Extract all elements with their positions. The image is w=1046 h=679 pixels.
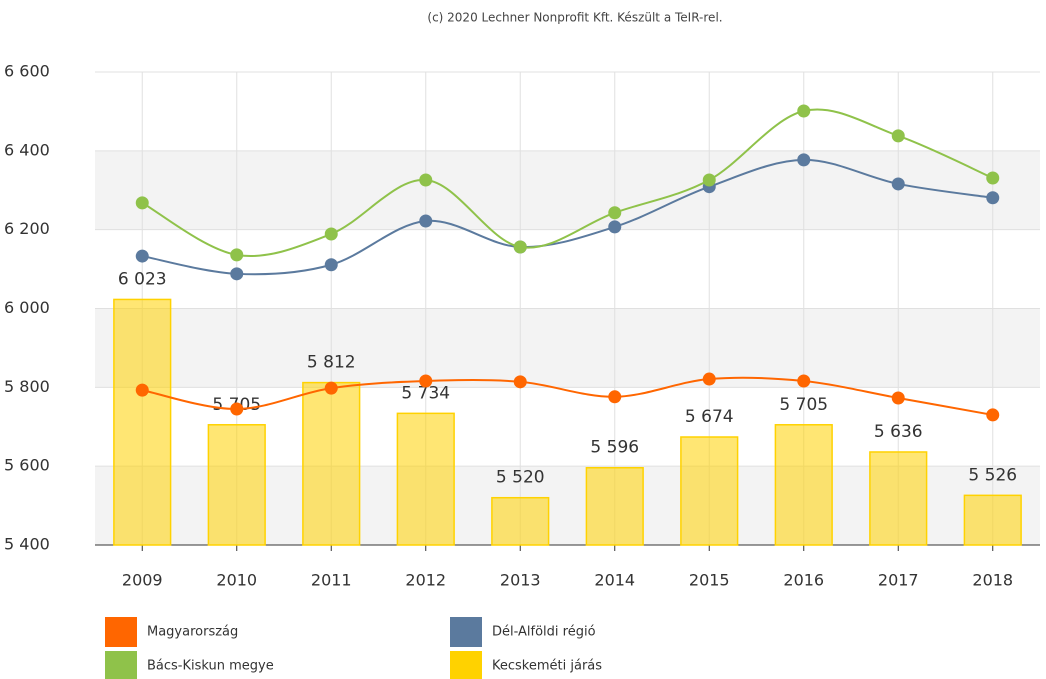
line — [141, 108, 994, 257]
value-label: 5 674 — [685, 407, 734, 427]
x-tick-label: 2013 — [500, 571, 541, 590]
bar — [585, 466, 644, 546]
point — [891, 391, 905, 405]
point — [702, 173, 716, 187]
point — [230, 248, 244, 262]
point — [419, 173, 433, 187]
bar — [207, 424, 266, 546]
grid-band — [95, 308, 1040, 388]
x-tick-label: 2010 — [216, 571, 257, 590]
value-label: 6 023 — [118, 269, 167, 289]
x-tick-label: 2018 — [972, 571, 1013, 590]
point — [986, 191, 1000, 205]
point — [797, 104, 811, 118]
point — [702, 372, 716, 386]
legend-swatch — [450, 617, 482, 647]
credit: (c) 2020 Lechner Nonprofit Kft. Készült … — [427, 11, 722, 25]
point — [324, 227, 338, 241]
bar — [302, 381, 361, 546]
point — [230, 402, 244, 416]
value-label: 5 734 — [401, 383, 450, 403]
grid-band — [95, 150, 1040, 230]
bar — [869, 451, 928, 546]
point — [324, 258, 338, 272]
bar — [774, 424, 833, 546]
line — [142, 158, 993, 276]
bar — [113, 298, 172, 546]
point — [419, 374, 433, 388]
bar — [680, 436, 739, 546]
value-label: 5 596 — [590, 438, 639, 458]
legend-label: Kecskeméti járás — [492, 659, 602, 674]
point — [135, 249, 149, 263]
value-label: 5 636 — [874, 422, 923, 442]
line — [142, 376, 993, 416]
point — [513, 375, 527, 389]
y-tick-label: 6 200 — [4, 219, 50, 238]
point — [986, 408, 1000, 422]
point — [608, 206, 622, 220]
bar — [963, 494, 1022, 546]
point — [891, 177, 905, 191]
y-tick-label: 5 800 — [4, 377, 50, 396]
bar — [396, 412, 455, 546]
point — [513, 240, 527, 254]
point — [986, 171, 1000, 185]
y-tick-label: 6 600 — [4, 62, 50, 81]
value-label: 5 705 — [779, 395, 828, 415]
legend-swatch — [450, 651, 482, 679]
point — [135, 196, 149, 210]
point — [419, 214, 433, 228]
value-label: 5 526 — [968, 465, 1017, 485]
legend-swatch — [105, 651, 137, 679]
legend-swatch — [105, 617, 137, 647]
legend-label: Bács-Kiskun megye — [147, 659, 274, 674]
y-tick-label: 5 400 — [4, 535, 50, 554]
point — [797, 374, 811, 388]
value-label: 5 520 — [496, 468, 545, 488]
x-tick-label: 2012 — [405, 571, 446, 590]
point — [608, 220, 622, 234]
bar — [491, 496, 550, 546]
x-tick-label: 2011 — [311, 571, 352, 590]
point — [230, 267, 244, 281]
legend-label: Magyarország — [147, 625, 238, 640]
x-tick-label: 2015 — [689, 571, 730, 590]
y-tick-label: 6 400 — [4, 140, 50, 159]
point — [608, 390, 622, 404]
x-tick-label: 2014 — [594, 571, 635, 590]
point — [891, 129, 905, 143]
legend-label: Dél-Alföldi régió — [492, 625, 596, 640]
y-tick-label: 6 000 — [4, 298, 50, 317]
x-tick-label: 2016 — [783, 571, 824, 590]
x-tick-label: 2017 — [878, 571, 919, 590]
y-tick-label: 5 600 — [4, 456, 50, 475]
point — [135, 383, 149, 397]
x-tick-label: 2009 — [122, 571, 163, 590]
value-label: 5 812 — [307, 353, 356, 373]
point — [324, 381, 338, 395]
point — [797, 153, 811, 167]
